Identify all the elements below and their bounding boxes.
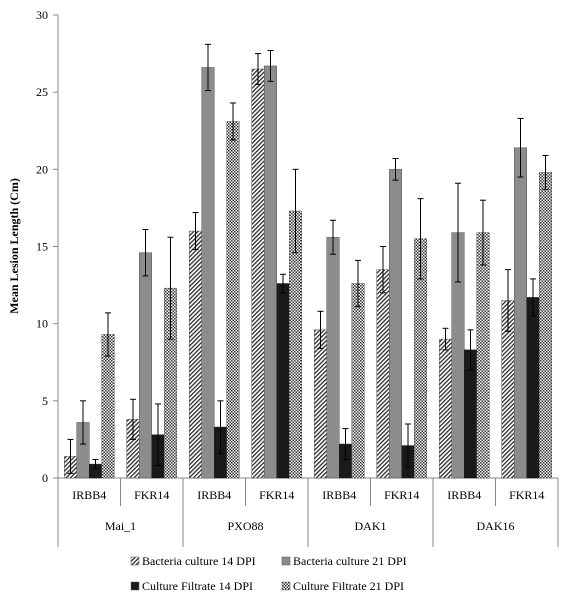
bar: [389, 169, 402, 479]
bar: [264, 65, 277, 479]
legend-swatch: [281, 581, 291, 591]
group-label: DAK16: [477, 519, 515, 533]
bar: [326, 236, 340, 479]
category-label: FKR14: [134, 488, 169, 502]
y-tick-label: 5: [42, 394, 48, 408]
legend-label: Bacteria culture 21 DPI: [293, 554, 407, 568]
y-tick-label: 10: [36, 317, 48, 331]
bar: [526, 297, 540, 479]
bar: [539, 172, 552, 479]
y-tick-label: 25: [36, 85, 48, 99]
group-label: Mai_1: [105, 519, 136, 533]
group-label: DAK1: [355, 519, 387, 533]
bar: [276, 283, 290, 479]
legend-swatch: [130, 556, 140, 566]
legend-label: Culture Filtrate 14 DPI: [142, 579, 253, 593]
y-tick-label: 15: [36, 240, 48, 254]
error-bars: [67, 43, 549, 474]
y-tick-label: 0: [42, 471, 48, 485]
bar: [439, 338, 452, 479]
category-label: FKR14: [384, 488, 419, 502]
bar: [314, 329, 327, 479]
category-label: FKR14: [259, 488, 294, 502]
category-label: IRBB4: [72, 488, 106, 502]
legend: Bacteria culture 14 DPI Bacteria culture …: [130, 554, 407, 593]
bar: [476, 232, 490, 479]
bar: [251, 68, 265, 479]
legend-label: Culture Filtrate 21 DPI: [293, 579, 404, 593]
tick-labels: 0 5 10 15 20 25 30 IRBB4 FKR14 IRBB4 FKR14 IRBB4 FKR…: [36, 8, 544, 533]
legend-label: Bacteria culture 14 DPI: [142, 554, 256, 568]
bar: [139, 252, 152, 479]
y-axis-label: Mean Lesion Length (Cm): [7, 178, 21, 314]
category-label: IRBB4: [197, 488, 231, 502]
group-label: PXO88: [227, 519, 263, 533]
category-label: FKR14: [509, 488, 544, 502]
bar: [201, 67, 215, 479]
bar: [351, 283, 365, 479]
y-tick-label: 30: [36, 8, 48, 22]
bar: [514, 147, 527, 479]
bar: [226, 121, 240, 479]
legend-swatch: [281, 556, 291, 566]
bar: [376, 269, 390, 479]
category-label: IRBB4: [447, 488, 481, 502]
legend-swatch: [130, 581, 140, 591]
y-tick-label: 20: [36, 162, 48, 176]
bars: [64, 65, 552, 479]
category-label: IRBB4: [322, 488, 356, 502]
bar: [189, 230, 202, 479]
